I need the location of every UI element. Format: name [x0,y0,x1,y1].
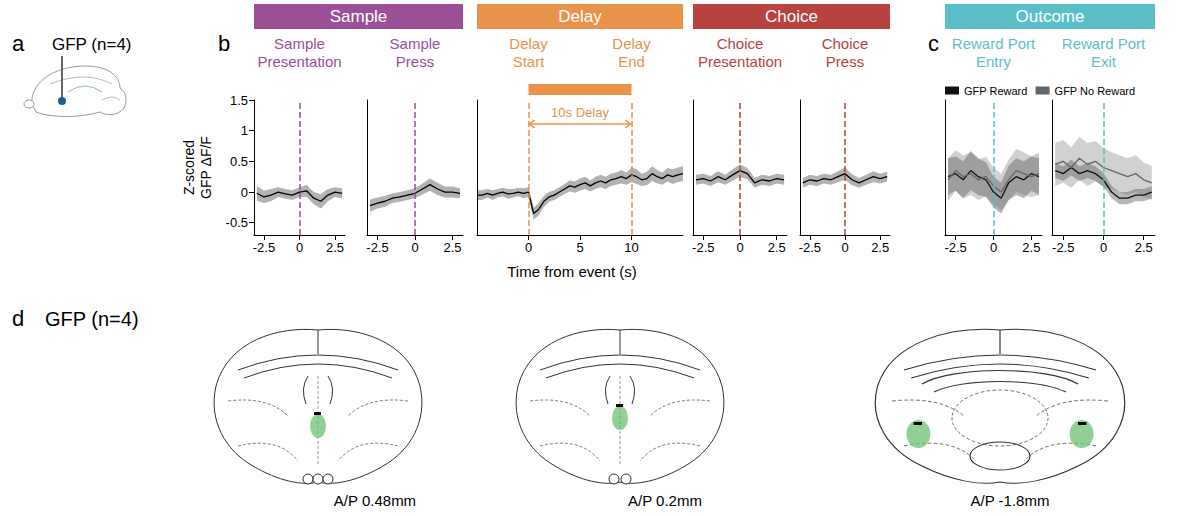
svg-text:2.5: 2.5 [768,240,786,255]
svg-text:GFP ΔF/F: GFP ΔF/F [198,136,214,199]
svg-text:-0.5: -0.5 [226,215,248,230]
svg-text:Press: Press [396,53,434,70]
svg-text:10s Delay: 10s Delay [551,105,609,120]
svg-text:2.5: 2.5 [1135,240,1153,255]
svg-text:GFP No Reward: GFP No Reward [1055,85,1136,97]
svg-text:A/P 0.2mm: A/P 0.2mm [628,492,702,509]
svg-text:Sample: Sample [330,7,388,26]
svg-text:GFP Reward: GFP Reward [964,85,1027,97]
svg-text:Delay: Delay [509,35,548,52]
svg-text:0: 0 [841,240,848,255]
svg-text:a: a [12,31,25,56]
svg-text:-2.5: -2.5 [799,240,821,255]
svg-text:1.5: 1.5 [230,93,248,108]
svg-text:c: c [928,31,939,56]
svg-text:A/P -1.8mm: A/P -1.8mm [971,492,1050,509]
svg-text:Start: Start [513,53,546,70]
svg-text:Z-scored: Z-scored [181,140,197,195]
svg-text:Outcome: Outcome [1016,7,1085,26]
svg-text:Entry: Entry [976,53,1012,70]
svg-text:GFP (n=4): GFP (n=4) [52,35,132,54]
svg-text:0: 0 [411,240,418,255]
svg-text:Sample: Sample [390,35,441,52]
svg-text:0: 0 [736,240,743,255]
svg-text:2.5: 2.5 [443,240,461,255]
svg-text:Sample: Sample [274,35,325,52]
svg-text:-2.5: -2.5 [366,240,388,255]
svg-text:Exit: Exit [1091,53,1117,70]
svg-text:GFP (n=4): GFP (n=4) [45,308,139,330]
svg-text:A/P 0.48mm: A/P 0.48mm [334,492,416,509]
svg-text:0: 0 [525,240,532,255]
svg-text:Choice: Choice [822,35,869,52]
svg-text:1: 1 [241,123,248,138]
svg-text:b: b [218,31,230,56]
svg-text:2.5: 2.5 [1022,240,1040,255]
svg-text:Reward Port: Reward Port [1062,35,1146,52]
svg-text:End: End [618,53,645,70]
svg-text:Delay: Delay [558,7,602,26]
svg-text:-2.5: -2.5 [944,240,966,255]
svg-text:-2.5: -2.5 [692,240,714,255]
svg-text:10: 10 [624,240,638,255]
svg-text:2.5: 2.5 [871,240,889,255]
svg-text:Reward Port: Reward Port [952,35,1036,52]
svg-text:d: d [12,306,24,331]
svg-text:Delay: Delay [612,35,651,52]
svg-text:-2.5: -2.5 [1052,240,1074,255]
svg-text:0.5: 0.5 [230,154,248,169]
svg-text:Time from event (s): Time from event (s) [507,263,636,280]
svg-text:Choice: Choice [765,7,818,26]
svg-text:2.5: 2.5 [326,240,344,255]
svg-text:Press: Press [826,53,864,70]
svg-text:0: 0 [241,185,248,200]
svg-text:0: 0 [1100,240,1107,255]
svg-text:0: 0 [990,240,997,255]
svg-text:Choice: Choice [717,35,764,52]
svg-text:Presentation: Presentation [257,53,341,70]
svg-text:Presentation: Presentation [698,53,782,70]
svg-text:-2.5: -2.5 [253,240,275,255]
svg-text:0: 0 [296,240,303,255]
svg-text:5: 5 [576,240,583,255]
